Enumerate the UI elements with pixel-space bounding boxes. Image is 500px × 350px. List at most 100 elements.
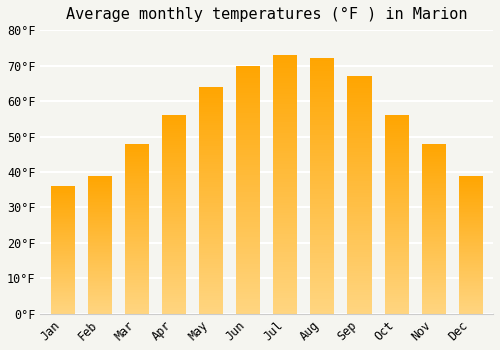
Bar xyxy=(310,158,334,161)
Bar xyxy=(162,220,186,223)
Bar xyxy=(88,260,112,261)
Bar xyxy=(273,60,297,63)
Bar xyxy=(273,112,297,114)
Bar xyxy=(236,299,260,301)
Bar xyxy=(310,148,334,150)
Bar xyxy=(50,264,74,265)
Bar xyxy=(348,131,372,133)
Bar xyxy=(422,270,446,271)
Bar xyxy=(422,212,446,214)
Bar xyxy=(88,278,112,279)
Bar xyxy=(199,212,223,214)
Bar xyxy=(50,293,74,295)
Bar xyxy=(273,216,297,218)
Bar xyxy=(124,246,149,247)
Bar xyxy=(199,134,223,137)
Bar xyxy=(50,216,74,217)
Bar xyxy=(310,306,334,309)
Bar xyxy=(236,215,260,217)
Bar xyxy=(458,257,483,259)
Bar xyxy=(458,250,483,252)
Bar xyxy=(124,193,149,195)
Bar xyxy=(50,200,74,202)
Bar xyxy=(199,234,223,237)
Bar xyxy=(310,145,334,148)
Bar xyxy=(199,296,223,298)
Bar xyxy=(273,200,297,203)
Bar xyxy=(50,232,74,233)
Bar xyxy=(273,187,297,190)
Bar xyxy=(273,298,297,301)
Bar xyxy=(236,254,260,257)
Bar xyxy=(162,260,186,262)
Bar xyxy=(310,153,334,155)
Bar xyxy=(273,270,297,272)
Bar xyxy=(422,184,446,186)
Bar xyxy=(458,205,483,206)
Bar xyxy=(348,271,372,273)
Bar xyxy=(348,281,372,283)
Bar xyxy=(124,184,149,186)
Bar xyxy=(310,82,334,84)
Bar xyxy=(124,166,149,167)
Bar xyxy=(50,257,74,258)
Bar xyxy=(162,230,186,232)
Bar xyxy=(458,177,483,178)
Bar xyxy=(50,245,74,246)
Bar xyxy=(199,264,223,266)
Bar xyxy=(310,247,334,250)
Bar xyxy=(88,189,112,191)
Bar xyxy=(422,181,446,183)
Bar xyxy=(273,65,297,68)
Bar xyxy=(50,190,74,191)
Bar xyxy=(422,242,446,244)
Bar xyxy=(273,184,297,187)
Bar xyxy=(458,252,483,253)
Bar xyxy=(124,195,149,196)
Bar xyxy=(124,218,149,220)
Bar xyxy=(199,89,223,91)
Bar xyxy=(458,198,483,199)
Bar xyxy=(384,149,408,151)
Bar xyxy=(199,273,223,275)
Bar xyxy=(348,83,372,86)
Bar xyxy=(124,150,149,152)
Bar xyxy=(384,272,408,274)
Bar xyxy=(348,212,372,214)
Bar xyxy=(273,159,297,161)
Bar xyxy=(458,194,483,195)
Bar xyxy=(162,165,186,167)
Bar xyxy=(162,183,186,185)
Bar xyxy=(458,274,483,275)
Bar xyxy=(50,258,74,259)
Bar xyxy=(88,184,112,185)
Bar xyxy=(236,115,260,118)
Bar xyxy=(124,202,149,203)
Bar xyxy=(50,306,74,308)
Bar xyxy=(384,177,408,179)
Bar xyxy=(199,241,223,244)
Bar xyxy=(88,205,112,206)
Bar xyxy=(273,117,297,120)
Bar xyxy=(384,171,408,173)
Bar xyxy=(384,153,408,155)
Bar xyxy=(422,144,446,145)
Bar xyxy=(162,191,186,193)
Bar xyxy=(310,112,334,115)
Bar xyxy=(199,160,223,162)
Bar xyxy=(88,246,112,247)
Bar xyxy=(384,292,408,294)
Bar xyxy=(348,293,372,295)
Bar xyxy=(384,125,408,127)
Bar xyxy=(384,206,408,209)
Bar xyxy=(50,308,74,309)
Bar xyxy=(236,70,260,73)
Bar xyxy=(273,86,297,89)
Bar xyxy=(124,265,149,266)
Bar xyxy=(162,175,186,177)
Bar xyxy=(162,137,186,139)
Bar xyxy=(384,274,408,276)
Bar xyxy=(88,274,112,275)
Bar xyxy=(348,290,372,293)
Bar xyxy=(199,155,223,157)
